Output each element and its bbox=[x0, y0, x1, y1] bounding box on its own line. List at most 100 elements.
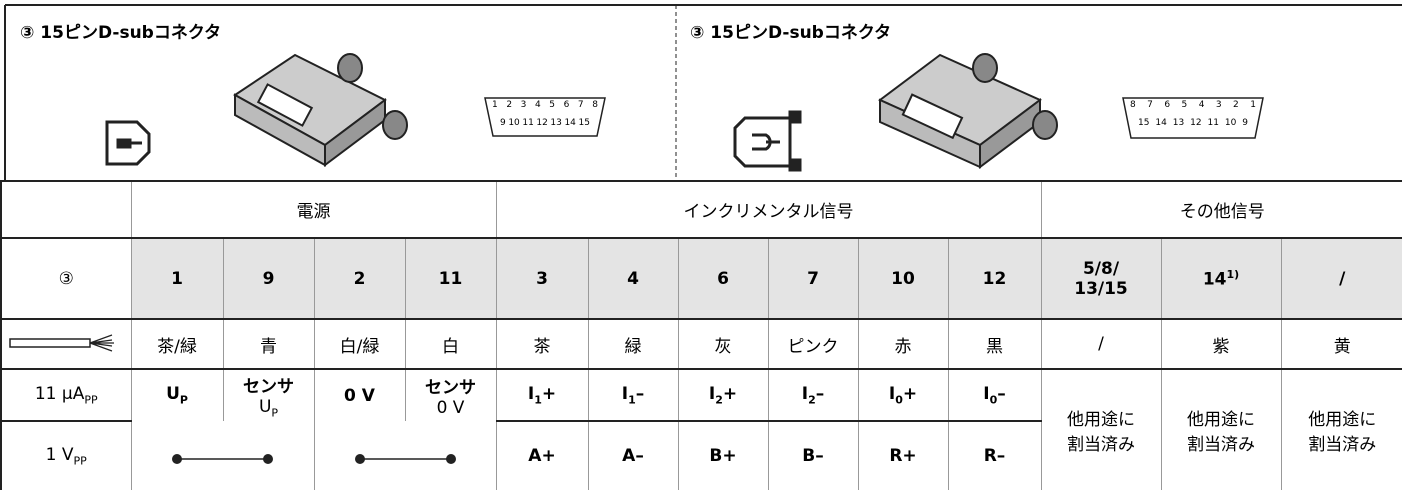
cell-text: R– bbox=[983, 446, 1006, 466]
cell-text: 茶/緑 bbox=[157, 336, 197, 357]
cell-text: I bbox=[983, 383, 990, 404]
table-cell: 他用途に 割当済み bbox=[1160, 368, 1281, 490]
cell-text: その他信号 bbox=[1179, 202, 1265, 222]
pin-number: 7 bbox=[577, 100, 584, 110]
pin-number: 7 bbox=[1147, 100, 1153, 110]
cell-text: 9 bbox=[262, 268, 275, 289]
cell-text: 灰 bbox=[714, 336, 732, 357]
cell-text: 5/8/ bbox=[1082, 258, 1120, 279]
cell-text: 2 bbox=[808, 393, 816, 407]
table-cell: 電源 bbox=[130, 180, 496, 238]
cell-text: 11 µA bbox=[34, 383, 85, 404]
cell-line: 割当済み bbox=[1282, 430, 1402, 455]
cell-text: B+ bbox=[709, 446, 737, 466]
table-cell: ピンク bbox=[767, 318, 858, 369]
cell-line: I1– bbox=[589, 384, 678, 406]
cell-text: 白/緑 bbox=[339, 336, 380, 357]
cell-text: 1 bbox=[171, 268, 183, 289]
table-cell: B– bbox=[767, 420, 858, 490]
cell-line: 他用途に bbox=[1162, 405, 1281, 430]
pin-number: 12 bbox=[1190, 118, 1202, 128]
table-cell: 6 bbox=[677, 237, 768, 319]
pin-number: 14 bbox=[1155, 118, 1167, 128]
cell-text: 6 bbox=[717, 268, 729, 289]
cell-text: I bbox=[527, 383, 535, 404]
cell-text: B– bbox=[802, 446, 824, 466]
cell-text: U bbox=[258, 396, 272, 417]
pin-number: 14 bbox=[564, 118, 576, 128]
cell-text: 12 bbox=[982, 268, 1007, 289]
cell-text: 7 bbox=[807, 268, 819, 289]
cell-text: 赤 bbox=[894, 336, 912, 357]
table-cell: R+ bbox=[857, 420, 948, 490]
table-cell: インクリメンタル信号 bbox=[495, 180, 1041, 238]
pin-number: 9 bbox=[1242, 118, 1248, 128]
cell-text: 割当済み bbox=[1187, 435, 1255, 455]
cell-text: 0 bbox=[895, 393, 903, 407]
pin-number: 5 bbox=[1181, 100, 1188, 110]
table-cell: 紫 bbox=[1160, 318, 1281, 369]
table-cell: UP bbox=[130, 368, 223, 421]
pin-number: 9 bbox=[500, 118, 506, 128]
cell-text: 1 bbox=[534, 393, 542, 407]
cell-text: I bbox=[621, 383, 629, 404]
table-cell: 4 bbox=[587, 237, 678, 319]
cell-line: 割当済み bbox=[1042, 430, 1161, 455]
cell-text: 電源 bbox=[296, 202, 331, 222]
cell-text: 3 bbox=[536, 268, 548, 289]
socket-icon bbox=[733, 110, 802, 172]
cell-text: 2 bbox=[353, 268, 366, 289]
cell-text: R+ bbox=[889, 446, 917, 466]
pin-number: 12 bbox=[536, 118, 548, 128]
table-cell: 141) bbox=[1160, 237, 1281, 319]
table-cell: 11 µAPP bbox=[0, 368, 131, 421]
pin-number: 13 bbox=[1172, 118, 1185, 128]
cell-line: 0 V bbox=[406, 398, 496, 418]
pin-number: 1 bbox=[492, 100, 498, 110]
pin-number: 15 bbox=[1138, 118, 1150, 128]
pin-row: 9 10 11 12 13 14 15 bbox=[500, 118, 590, 128]
pin-layout bbox=[484, 97, 606, 137]
pin-table: 電源 インクリメンタル信号 その他信号 ③ 1 9 2 11 3 4 6 7 10 12 5/8/13/15… bbox=[0, 180, 1402, 490]
cell-text: 青 bbox=[260, 336, 277, 357]
table-cell: 1 bbox=[130, 237, 223, 319]
table-cell bbox=[313, 421, 496, 490]
cell-text: 黄 bbox=[1333, 336, 1351, 357]
table-cell: 黄 bbox=[1280, 318, 1402, 369]
table-cell: 1 VPP bbox=[0, 420, 131, 490]
cell-text: 14 bbox=[1202, 269, 1227, 290]
table-cell: I1– bbox=[587, 368, 678, 421]
cell-line: 1 VPP bbox=[2, 445, 131, 467]
pin-row: 15 14 13 12 11 10 9 bbox=[1138, 118, 1248, 128]
cell-text: 1) bbox=[1226, 267, 1240, 281]
plug-icon bbox=[105, 120, 151, 166]
cell-text: 茶 bbox=[533, 336, 551, 357]
cell-text: 1 V bbox=[45, 444, 74, 465]
table-row: 茶/緑 青 白/緑 白 茶 緑 灰 ピンク 赤 黒 / 紫 黄 bbox=[0, 318, 1402, 369]
cell-text: 2 bbox=[715, 393, 723, 407]
cell-text: PP bbox=[84, 393, 98, 407]
pin-number: 1 bbox=[1250, 100, 1256, 110]
table-cell: 5/8/13/15 bbox=[1040, 237, 1161, 319]
table-cell: センサ 0 V bbox=[404, 368, 496, 421]
cell-text: 10 bbox=[891, 268, 915, 289]
cell-line: I1+ bbox=[497, 384, 588, 406]
cell-text: / bbox=[1098, 334, 1104, 354]
table-cell: I2+ bbox=[677, 368, 768, 421]
jumper-link bbox=[354, 454, 456, 464]
cell-text: 4 bbox=[627, 268, 639, 289]
cell-text: – bbox=[635, 383, 645, 404]
cell-line: センサ bbox=[224, 372, 314, 397]
cell-text: 黒 bbox=[986, 336, 1003, 357]
pin-number: 5 bbox=[549, 100, 555, 110]
table-cell: その他信号 bbox=[1040, 180, 1402, 238]
table-cell: 11 bbox=[404, 237, 496, 319]
cell-line: I0– bbox=[949, 384, 1041, 406]
table-cell: 白 bbox=[404, 318, 496, 369]
cell-line: 5/8/ bbox=[1042, 259, 1161, 279]
pin-number: 3 bbox=[520, 100, 527, 110]
pin-number: 10 bbox=[508, 118, 520, 128]
cell-text: – bbox=[997, 383, 1006, 404]
cell-text: 割当済み bbox=[1308, 435, 1377, 455]
